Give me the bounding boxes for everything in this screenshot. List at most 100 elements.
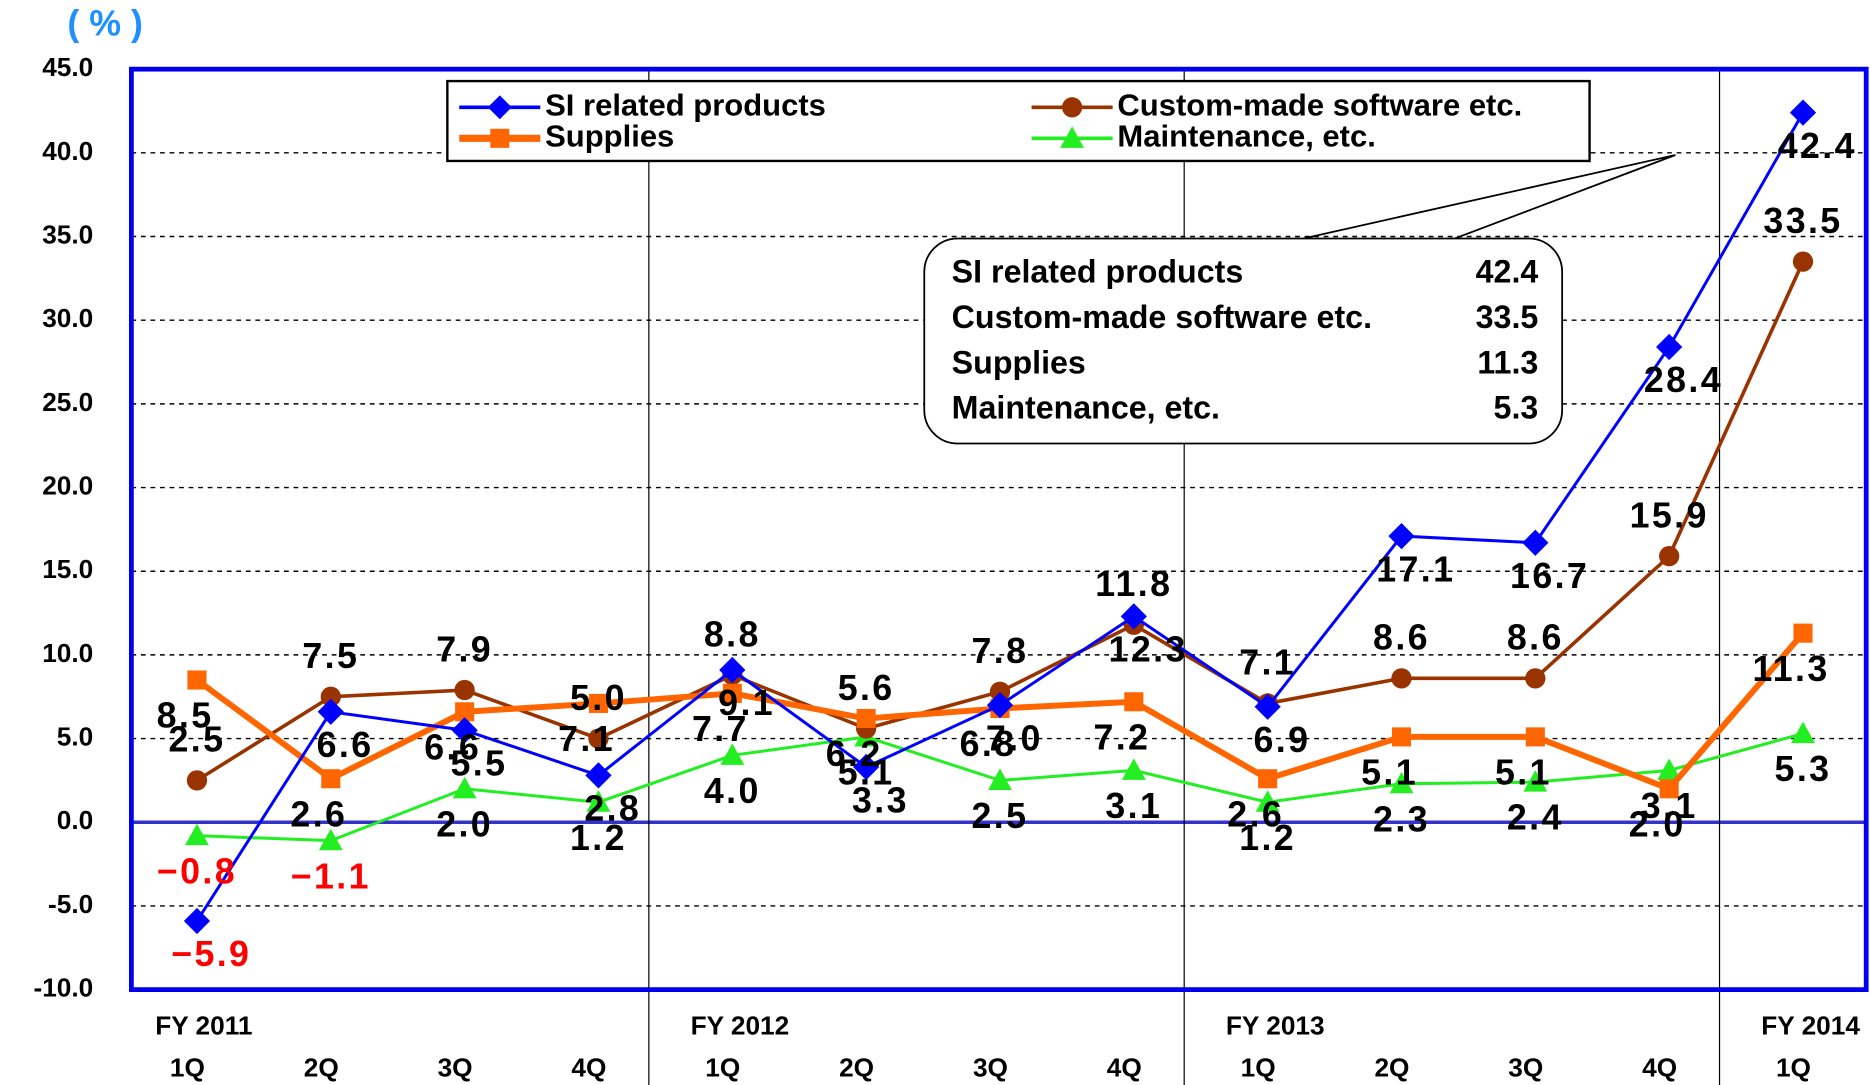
y-axis-label: ( % ) xyxy=(67,4,142,44)
series-marker xyxy=(318,828,343,851)
series-marker xyxy=(1255,790,1280,812)
series-marker xyxy=(1523,770,1548,792)
legend-marker xyxy=(1060,126,1085,148)
data-label: 33.5 xyxy=(1763,201,1842,241)
series-marker xyxy=(320,686,341,707)
series-marker xyxy=(586,790,611,812)
series-marker xyxy=(1522,529,1549,556)
data-label: 7.9 xyxy=(436,629,493,669)
series-marker xyxy=(989,681,1011,702)
y-tick-label: 35.0 xyxy=(42,219,93,249)
data-label: 2.0 xyxy=(1629,804,1686,844)
x-tick-label: 1Q xyxy=(705,1052,740,1082)
plot-border xyxy=(129,66,1869,992)
data-label: 1.2 xyxy=(570,818,627,858)
data-label: 8.6 xyxy=(1373,618,1430,658)
data-label: 8.6 xyxy=(1507,618,1564,658)
series-marker xyxy=(588,728,609,749)
x-tick-label: 1Q xyxy=(1776,1052,1811,1082)
series-marker xyxy=(1659,779,1679,799)
data-label: −0.8 xyxy=(157,851,237,891)
data-label: 6.9 xyxy=(1254,720,1311,760)
x-tick-label: 1Q xyxy=(170,1052,205,1082)
series-marker xyxy=(1391,668,1412,689)
legend-label: Supplies xyxy=(545,118,674,153)
data-label: 8.5 xyxy=(157,696,214,736)
y-tick-label: 45.0 xyxy=(42,52,93,82)
series-marker xyxy=(1656,333,1683,361)
data-label: 2.5 xyxy=(972,796,1029,836)
series-marker xyxy=(988,768,1012,790)
data-label: 16.7 xyxy=(1510,556,1589,596)
x-tick-label: 3Q xyxy=(1508,1052,1543,1082)
x-tick-label: 3Q xyxy=(973,1052,1008,1082)
y-tick-label: 5.0 xyxy=(57,722,93,752)
legend-marker xyxy=(490,128,510,148)
x-tick-label: 3Q xyxy=(438,1052,473,1082)
series-marker xyxy=(1657,758,1682,780)
data-label: 42.4 xyxy=(1778,126,1857,166)
series-marker xyxy=(185,823,209,846)
data-label: 7.5 xyxy=(302,636,359,676)
series-marker xyxy=(856,708,876,729)
series-marker xyxy=(1793,623,1813,643)
data-label: 12.3 xyxy=(1109,630,1188,670)
series-marker xyxy=(187,670,207,690)
series-marker xyxy=(1388,522,1415,550)
series-marker xyxy=(1391,727,1412,747)
data-label: 7.0 xyxy=(986,718,1043,758)
y-tick-label: -10.0 xyxy=(33,973,93,1003)
data-label: 9.1 xyxy=(718,683,775,723)
data-label: 15.9 xyxy=(1630,495,1709,535)
data-label: 6.6 xyxy=(424,727,481,767)
data-label: 5.3 xyxy=(1775,749,1832,789)
series-marker xyxy=(186,770,208,791)
y-tick-label: 0.0 xyxy=(57,805,93,835)
callout-value: 5.3 xyxy=(1494,390,1539,426)
series-marker xyxy=(1791,721,1815,744)
data-label: 8.8 xyxy=(704,614,761,654)
data-label: 2.4 xyxy=(1507,798,1564,838)
data-label: 2.0 xyxy=(436,804,493,844)
data-label: 17.1 xyxy=(1376,549,1455,589)
data-label: 2.6 xyxy=(1227,794,1284,834)
y-tick-label: 25.0 xyxy=(42,387,93,417)
series-marker xyxy=(1120,603,1147,630)
data-label: 2.8 xyxy=(584,789,641,829)
legend-box xyxy=(446,79,1591,163)
data-label: 1.2 xyxy=(1239,818,1296,858)
data-label: 2.5 xyxy=(169,720,226,760)
data-label: 5.5 xyxy=(451,743,508,783)
series-marker xyxy=(454,679,475,701)
callout-label: SI related products xyxy=(952,254,1244,290)
y-tick-label: 40.0 xyxy=(42,136,93,166)
callout-box xyxy=(923,237,1564,445)
x-tick-label: 2Q xyxy=(1374,1052,1409,1082)
legend-label: Custom-made software etc. xyxy=(1117,87,1522,122)
series-marker xyxy=(1789,99,1817,126)
callout-leader xyxy=(1303,154,1676,240)
y-tick-label: 20.0 xyxy=(42,470,93,500)
legend-label: SI related products xyxy=(545,87,826,122)
series-marker xyxy=(720,743,745,765)
data-label: 28.4 xyxy=(1644,360,1723,400)
data-label: 3.1 xyxy=(1105,786,1162,826)
series-marker xyxy=(452,776,477,799)
legend: SI related products Custom-made software … xyxy=(446,79,1591,163)
callout-value: 33.5 xyxy=(1476,299,1539,335)
y-tick-label: -5.0 xyxy=(48,889,93,919)
callout-label: Maintenance, etc. xyxy=(952,390,1220,426)
series-marker xyxy=(455,702,475,722)
x-tick-label: 4Q xyxy=(1642,1052,1677,1082)
series-marker xyxy=(1792,251,1814,272)
data-label: 2.3 xyxy=(1373,799,1430,839)
series-marker xyxy=(1525,668,1546,689)
data-label: 11.8 xyxy=(1095,564,1172,604)
series-marker xyxy=(1124,692,1144,712)
x-tick-label: 1Q xyxy=(1241,1052,1276,1082)
data-label: 5.6 xyxy=(838,668,895,708)
y-tick-label: 15.0 xyxy=(42,554,93,584)
data-label: 5.1 xyxy=(1361,753,1418,793)
